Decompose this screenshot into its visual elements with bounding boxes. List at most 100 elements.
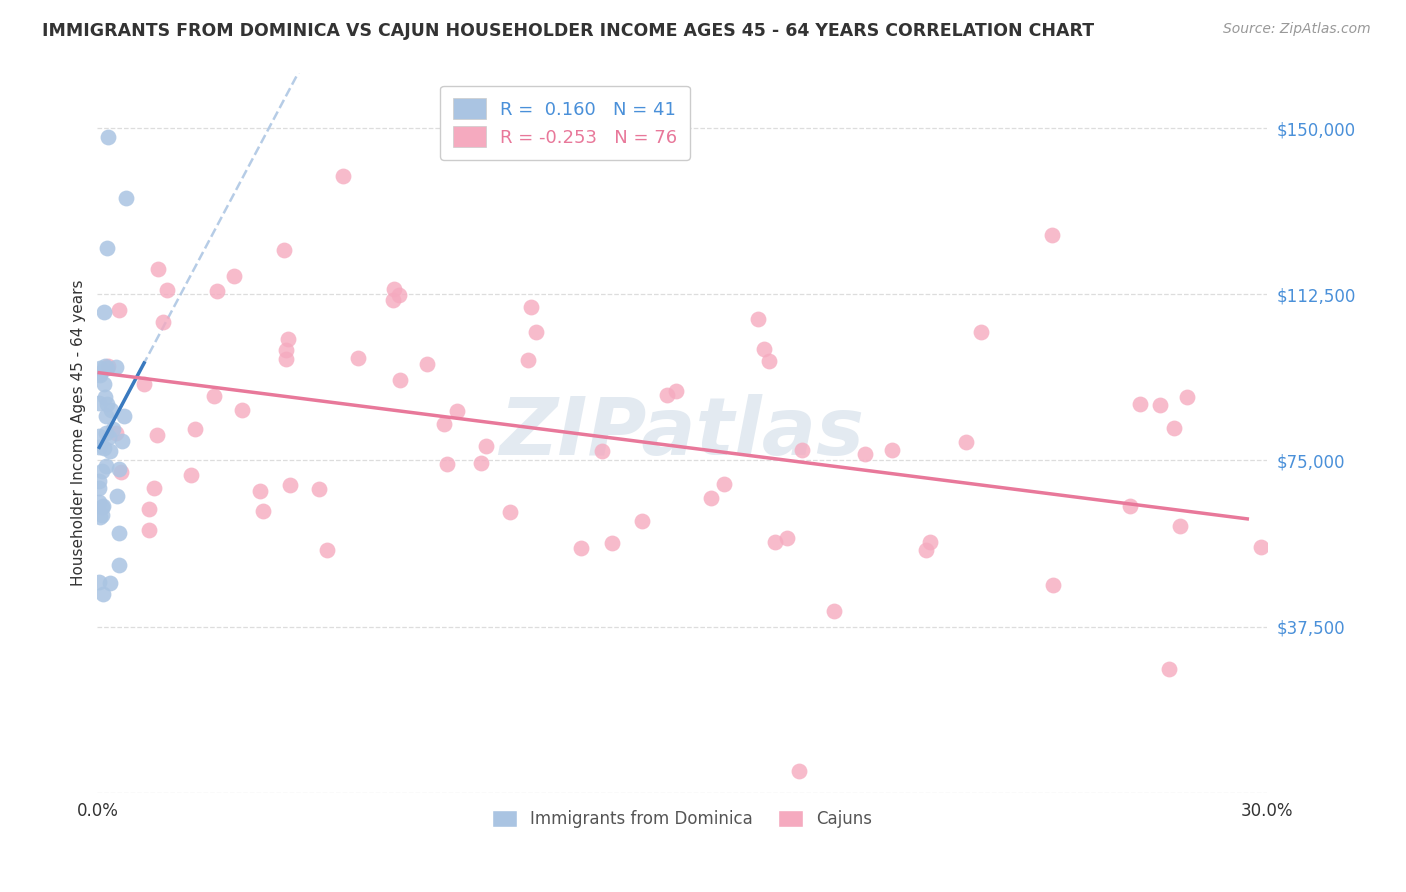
Point <box>89 428 111 442</box>
Point <box>1163 421 1185 435</box>
Point <box>631 515 654 529</box>
Point <box>98 429 121 443</box>
Point <box>1118 499 1140 513</box>
Point <box>1175 390 1198 404</box>
Point <box>89 361 111 376</box>
Point <box>1170 518 1192 533</box>
Point <box>94 459 117 474</box>
Point <box>277 332 299 346</box>
Point <box>96 361 118 376</box>
Point <box>156 283 179 297</box>
Point <box>853 447 876 461</box>
Point <box>1042 578 1064 592</box>
Point <box>249 484 271 499</box>
Point <box>278 477 301 491</box>
Point <box>105 489 128 503</box>
Point <box>224 269 246 284</box>
Point <box>89 510 111 524</box>
Point <box>416 357 439 371</box>
Point <box>436 458 458 472</box>
Point <box>138 502 160 516</box>
Text: ZIPatlas: ZIPatlas <box>499 393 865 472</box>
Point <box>103 422 125 436</box>
Point <box>90 508 112 522</box>
Point <box>89 495 111 509</box>
Point <box>920 535 942 549</box>
Point <box>89 366 111 380</box>
Point <box>790 443 813 458</box>
Point <box>332 169 354 184</box>
Point <box>470 456 492 470</box>
Point <box>97 130 120 145</box>
Point <box>89 474 111 488</box>
Point <box>94 359 117 373</box>
Point <box>308 483 330 497</box>
Point <box>107 558 129 573</box>
Point <box>747 311 769 326</box>
Point <box>91 587 114 601</box>
Point <box>519 301 541 315</box>
Point <box>346 351 368 366</box>
Point <box>91 499 114 513</box>
Point <box>823 604 845 618</box>
Point <box>388 373 411 387</box>
Point <box>252 504 274 518</box>
Point <box>205 285 228 299</box>
Point <box>152 315 174 329</box>
Point <box>388 288 411 302</box>
Point <box>1159 662 1181 676</box>
Point <box>499 505 522 519</box>
Point <box>89 396 111 410</box>
Point <box>591 443 613 458</box>
Point <box>94 390 117 404</box>
Point <box>96 425 118 440</box>
Point <box>91 500 114 515</box>
Point <box>96 409 118 423</box>
Point <box>104 425 127 440</box>
Point <box>96 397 118 411</box>
Point <box>89 441 111 455</box>
Point <box>93 304 115 318</box>
Text: Source: ZipAtlas.com: Source: ZipAtlas.com <box>1223 22 1371 37</box>
Point <box>112 409 135 423</box>
Point <box>100 402 122 417</box>
Point <box>600 535 623 549</box>
Point <box>880 443 903 458</box>
Point <box>134 377 156 392</box>
Point <box>433 417 456 431</box>
Point <box>93 376 115 391</box>
Point <box>665 384 688 399</box>
Point <box>516 353 538 368</box>
Point <box>752 342 775 356</box>
Point <box>142 481 165 495</box>
Point <box>114 191 136 205</box>
Point <box>763 535 786 549</box>
Point <box>758 354 780 368</box>
Point <box>474 439 496 453</box>
Y-axis label: Householder Income Ages 45 - 64 years: Householder Income Ages 45 - 64 years <box>72 279 86 586</box>
Point <box>657 388 679 402</box>
Point <box>915 542 938 557</box>
Point <box>108 462 131 476</box>
Point <box>110 465 132 479</box>
Point <box>146 262 169 277</box>
Point <box>146 428 169 442</box>
Point <box>180 467 202 482</box>
Point <box>787 764 810 778</box>
Point <box>276 351 298 366</box>
Point <box>700 491 723 505</box>
Point <box>98 444 121 458</box>
Point <box>89 368 111 383</box>
Point <box>713 477 735 491</box>
Point <box>89 574 111 589</box>
Point <box>108 303 131 318</box>
Point <box>231 402 253 417</box>
Point <box>1129 396 1152 410</box>
Point <box>110 434 132 448</box>
Point <box>1149 398 1171 412</box>
Point <box>315 543 337 558</box>
Point <box>970 325 993 339</box>
Legend: Immigrants from Dominica, Cajuns: Immigrants from Dominica, Cajuns <box>485 803 879 835</box>
Point <box>184 422 207 436</box>
Point <box>89 481 111 495</box>
